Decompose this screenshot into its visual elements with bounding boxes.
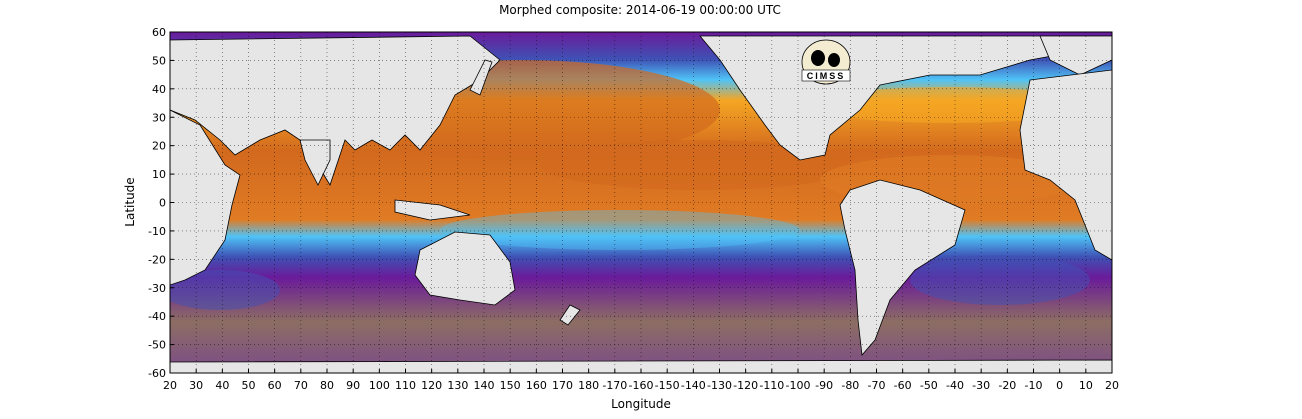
x-tick-label: 20 xyxy=(1105,379,1119,392)
x-tick-label: 10 xyxy=(1079,379,1093,392)
x-tick-label: -50 xyxy=(920,379,938,392)
y-tick-label: 20 xyxy=(152,140,166,153)
y-tick-label: -10 xyxy=(148,225,166,238)
japan-landmass xyxy=(469,59,493,96)
x-tick-label: 150 xyxy=(500,379,521,392)
x-tick-label: -80 xyxy=(841,379,859,392)
x-tick-label: -160 xyxy=(629,379,654,392)
x-tick-label: -70 xyxy=(868,379,886,392)
moisture-plume xyxy=(540,140,860,190)
greenland-landmass xyxy=(1039,35,1112,76)
chart-title: Morphed composite: 2014-06-19 00:00:00 U… xyxy=(499,3,781,17)
x-tick-label: 90 xyxy=(346,379,360,392)
dry-region xyxy=(170,270,280,310)
y-tick-label: 60 xyxy=(152,26,166,39)
x-tick-label: -140 xyxy=(681,379,706,392)
y-tick-label: 0 xyxy=(159,197,166,210)
x-tick-label: 140 xyxy=(474,379,495,392)
x-tick-label: -30 xyxy=(972,379,990,392)
y-tick-label: -60 xyxy=(148,367,166,380)
y-tick-label: 50 xyxy=(152,54,166,67)
x-tick-label: 120 xyxy=(421,379,442,392)
x-tick-label: 180 xyxy=(578,379,599,392)
x-tick-label: 170 xyxy=(552,379,573,392)
x-axis-ticks: 20 30 40 50 60 70 80 90 100 110 120 130 140 150 160 170… xyxy=(163,369,1119,392)
y-axis-ticks: 60 50 40 30 20 10 0 -10 -20 -30 -40 -50 -60 xyxy=(148,26,174,380)
logo-text: CIMSS xyxy=(807,71,846,81)
y-tick-label: -40 xyxy=(148,310,166,323)
cimss-logo: CIMSS xyxy=(801,39,851,85)
x-axis-label: Longitude xyxy=(611,397,671,411)
x-tick-label: -90 xyxy=(815,379,833,392)
x-tick-label: 100 xyxy=(369,379,390,392)
y-tick-label: -30 xyxy=(148,282,166,295)
x-tick-label: -100 xyxy=(786,379,811,392)
x-tick-label: -130 xyxy=(707,379,732,392)
indonesia-landmass xyxy=(394,199,471,221)
x-tick-label: -20 xyxy=(998,379,1016,392)
dry-region xyxy=(910,255,1090,305)
new-zealand-landmass xyxy=(559,304,581,326)
x-tick-label: -40 xyxy=(946,379,964,392)
x-tick-label: 30 xyxy=(189,379,203,392)
y-tick-label: -20 xyxy=(148,253,166,266)
x-tick-label: -10 xyxy=(1025,379,1043,392)
x-tick-label: 160 xyxy=(526,379,547,392)
x-tick-label: 110 xyxy=(395,379,416,392)
x-tick-label: 20 xyxy=(163,379,177,392)
y-tick-label: 30 xyxy=(152,111,166,124)
y-tick-label: -50 xyxy=(148,339,166,352)
india-landmass xyxy=(299,139,331,186)
australia-landmass xyxy=(414,231,516,306)
x-tick-label: -170 xyxy=(602,379,627,392)
x-tick-label: -110 xyxy=(759,379,784,392)
graticule xyxy=(170,32,1112,373)
x-tick-label: 80 xyxy=(320,379,334,392)
x-tick-label: 40 xyxy=(215,379,229,392)
x-tick-label: 130 xyxy=(447,379,468,392)
y-tick-label: 40 xyxy=(152,83,166,96)
y-tick-label: 10 xyxy=(152,168,166,181)
moist-band xyxy=(810,87,1090,123)
x-tick-label: 70 xyxy=(294,379,308,392)
x-tick-label: -120 xyxy=(733,379,758,392)
x-tick-label: -150 xyxy=(655,379,680,392)
x-tick-label: -60 xyxy=(894,379,912,392)
south-america-landmass xyxy=(839,179,966,356)
x-tick-label: 60 xyxy=(268,379,282,392)
africa-landmass xyxy=(170,109,241,286)
x-tick-label: 50 xyxy=(242,379,256,392)
x-tick-label: 0 xyxy=(1056,379,1063,392)
asia-landmass xyxy=(170,35,501,186)
dry-band xyxy=(440,210,800,250)
